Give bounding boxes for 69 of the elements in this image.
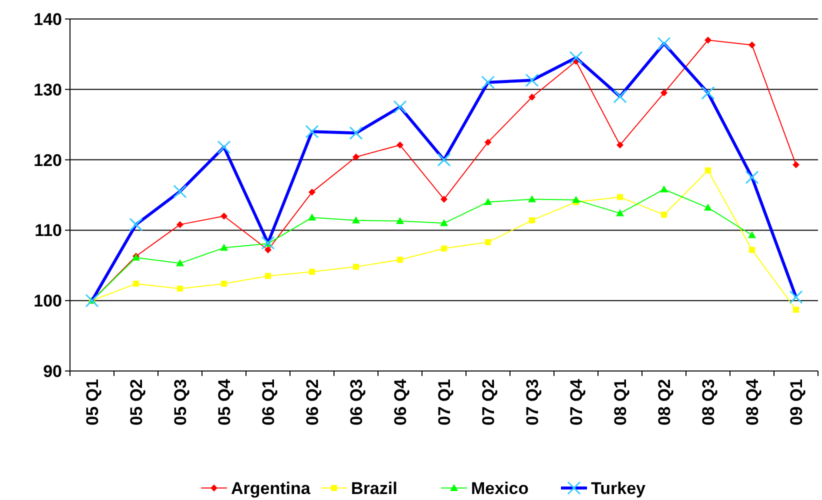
- point: [793, 306, 799, 313]
- point: [177, 286, 183, 292]
- x-tick-label: 07 Q2: [479, 379, 498, 426]
- point: [616, 142, 624, 149]
- point: [660, 185, 668, 192]
- y-tick-label: 140: [34, 10, 62, 29]
- x-tick-label: 07 Q4: [567, 378, 586, 426]
- point: [484, 138, 492, 146]
- point: [308, 214, 316, 221]
- point: [220, 212, 228, 220]
- point: [441, 246, 447, 252]
- point: [133, 280, 139, 287]
- point: [748, 42, 756, 49]
- point: [484, 198, 492, 206]
- x-tick-label: 06 Q3: [347, 379, 366, 426]
- point: [792, 161, 800, 168]
- point: [440, 219, 448, 226]
- x-tick-label: 05 Q1: [83, 379, 102, 426]
- point: [704, 36, 712, 44]
- point: [352, 216, 360, 224]
- x-tick-label: 07 Q3: [523, 379, 542, 426]
- y-tick-label: 130: [34, 80, 62, 100]
- x-tick-label: 08 Q2: [655, 379, 674, 426]
- x-tick-label: 07 Q1: [435, 379, 454, 426]
- y-tick-label: 100: [34, 292, 62, 311]
- x-tick-label: 06 Q2: [303, 379, 322, 426]
- point: [176, 259, 184, 266]
- point: [221, 280, 227, 287]
- point: [528, 195, 536, 202]
- point: [440, 196, 448, 203]
- point: [397, 256, 403, 263]
- x-tick-label: 05 Q3: [171, 379, 190, 426]
- point: [748, 231, 756, 238]
- point: [617, 194, 623, 200]
- point: [220, 244, 228, 251]
- x-tick-label: 08 Q4: [743, 378, 762, 426]
- x-tick-label: 09 Q1: [787, 379, 806, 426]
- point: [396, 217, 404, 224]
- point: [485, 239, 491, 246]
- legend-label: Mexico: [471, 478, 529, 498]
- x-tick-label: 06 Q1: [259, 379, 278, 426]
- point: [616, 209, 624, 216]
- x-tick-label: 05 Q4: [215, 378, 234, 426]
- x-tick-label: 08 Q1: [611, 379, 630, 426]
- point: [396, 142, 404, 149]
- y-tick-label: 120: [34, 150, 62, 170]
- point: [704, 204, 712, 211]
- point: [661, 212, 667, 218]
- point: [308, 188, 316, 196]
- legend-label: Turkey: [591, 478, 646, 498]
- point: [265, 272, 271, 279]
- point: [309, 268, 315, 275]
- point: [660, 89, 668, 96]
- legend-label: Brazil: [351, 478, 398, 498]
- point: [264, 246, 272, 254]
- x-tick-label: 06 Q4: [391, 378, 410, 426]
- point: [352, 153, 360, 160]
- x-tick-label: 08 Q3: [699, 379, 718, 426]
- point: [705, 167, 711, 174]
- y-tick-label: 90: [43, 362, 62, 381]
- point: [749, 246, 755, 253]
- point: [529, 217, 535, 224]
- y-tick-label: 110: [34, 221, 62, 240]
- x-tick-label: 05 Q2: [127, 379, 146, 426]
- point: [528, 94, 536, 101]
- point: [572, 196, 580, 203]
- legend-label: Argentina: [231, 478, 311, 498]
- point: [353, 264, 359, 270]
- point: [176, 221, 184, 228]
